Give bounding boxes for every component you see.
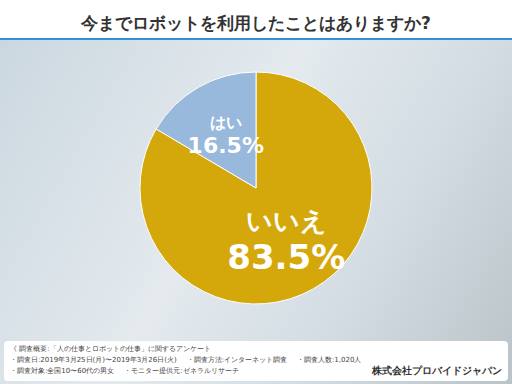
html-text:・調査人数:1,020人: ・調査人数:1,020人 (297, 356, 362, 364)
html-text:・調査日:2019年3月25日(月)〜2019年3月26日(: ・調査日:2019年3月25日(月)〜2019年3月26日(火) (10, 356, 177, 364)
svg-text:はい: はい (210, 113, 242, 132)
html-text:《 調査概要:「人の仕事とロボットの仕事」に関するアンケート: 《 調査概要:「人の仕事とロボットの仕事」に関するアンケート (10, 345, 211, 353)
svg-text:16.5%: 16.5% (188, 133, 264, 158)
html-text:・調査方法:インターネット調査: ・調査方法:インターネット調査 (186, 356, 287, 364)
html-text:・モニター提供元:ゼネラルリサーチ: ・モニター提供元:ゼネラルリサーチ (124, 367, 239, 375)
html-text:・調査対象:全国10〜60代の男女: ・調査対象:全国10〜60代の男女 (10, 367, 115, 375)
svg-text:今までロボットを利用したことはありますか?: 今までロボットを利用したことはありますか? (80, 13, 431, 33)
svg-text:いいえ: いいえ (246, 206, 327, 236)
html-text:株式会社プロバイドジャパン: 株式会社プロバイドジャパン (372, 365, 502, 376)
svg-text:83.5%: 83.5% (227, 237, 345, 277)
